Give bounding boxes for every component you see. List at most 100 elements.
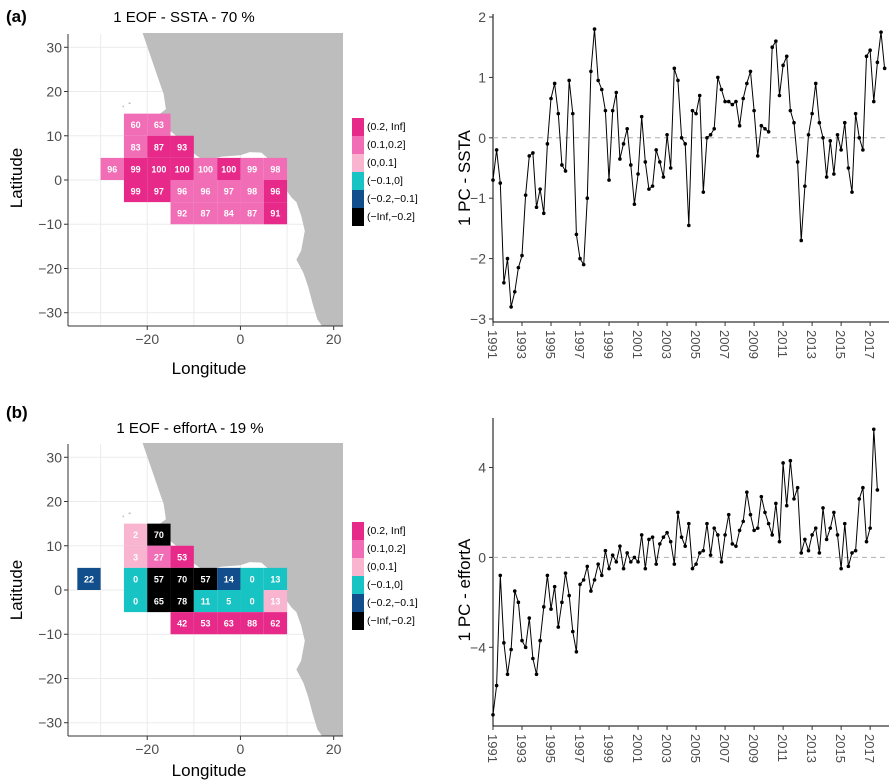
eof-cell-value: 53: [177, 552, 187, 562]
pc-data-point: [803, 537, 807, 542]
pc-x-tick-label: 1991: [485, 330, 500, 359]
map-y-tick-label: 30: [46, 39, 62, 55]
pc-data-point: [505, 256, 510, 261]
pc-data-point: [512, 290, 517, 294]
pc-data-point: [795, 160, 800, 164]
legend-label: (−Inf,−0.2]: [367, 615, 415, 627]
pc-data-point: [882, 66, 887, 71]
pc-data-point: [730, 102, 735, 107]
pc-data-point: [690, 566, 695, 571]
eof-cell-value: 99: [131, 187, 141, 197]
pc-data-point: [661, 175, 666, 179]
map-y-tick-label: 0: [54, 172, 62, 188]
eof-grid-cell: [217, 157, 241, 180]
eof-grid-cell: [263, 180, 288, 203]
pc-data-point: [585, 564, 590, 569]
pc-data-point: [654, 148, 658, 152]
pc-data-point: [603, 108, 608, 113]
pc-x-tick-label: 2017: [862, 734, 877, 763]
pc-x-tick-label: 1997: [572, 734, 587, 763]
pc-data-point: [549, 607, 553, 611]
eof-grid-cell: [263, 157, 288, 180]
pc-data-point: [668, 166, 673, 170]
eof-grid-cell: [217, 612, 241, 635]
pc-data-point: [853, 111, 858, 116]
map-y-tick-label: 10: [46, 538, 62, 554]
legend-label: (−Inf,−0.2]: [367, 211, 415, 223]
eof-grid-cell: [170, 202, 194, 225]
eof-cell-value: 13: [270, 597, 280, 607]
panel-b: (b) 1 EOF - effortA - 19 % Longitude Lat…: [6, 403, 889, 780]
eof-cell-value: 65: [154, 597, 164, 607]
pc-data-point: [498, 181, 503, 185]
pc-data-point: [748, 69, 753, 74]
eof-cell-value: 22: [84, 574, 94, 584]
pc-data-point: [770, 533, 775, 537]
legend-key: [352, 522, 364, 540]
eof-cell-value: 96: [177, 187, 187, 197]
pc-data-point: [516, 600, 521, 605]
pc-data-point: [828, 139, 833, 143]
pc-data-point: [726, 99, 731, 104]
pc-data-point: [788, 108, 793, 113]
eof-cell-value: 100: [151, 164, 166, 174]
pc-y-tick-label: 1: [478, 69, 486, 85]
eof-cell-value: 98: [247, 187, 257, 197]
pc-data-point: [853, 548, 858, 553]
pc-data-point: [730, 542, 735, 546]
map-xlabel: Longitude: [172, 359, 247, 378]
pc-data-point: [632, 202, 637, 207]
eof-cell-value: 100: [175, 164, 190, 174]
map-x-tick-label: 0: [237, 741, 245, 757]
pc-data-point: [592, 27, 597, 31]
pc-data-point: [687, 521, 691, 526]
eof-grid-cell: [240, 157, 264, 180]
pc-data-point: [599, 87, 604, 92]
map-y-tick-label: 20: [46, 494, 62, 510]
pc-y-tick-label: 0: [478, 130, 486, 146]
map-x-tick-label: 20: [326, 331, 342, 347]
eof-cell-value: 63: [224, 619, 234, 629]
pc-data-point: [683, 544, 687, 548]
pc-data-point: [712, 526, 717, 530]
pc-x-tick-label: 1995: [543, 330, 558, 359]
eof-grid-cell: [123, 545, 148, 568]
pc-data-point: [850, 190, 854, 194]
pc-data-point: [792, 497, 796, 501]
pc-data-point: [694, 111, 698, 116]
eof-cell-value: 78: [177, 597, 187, 607]
pc-data-point: [875, 60, 880, 65]
pc-data-point: [871, 99, 876, 104]
pc-data-point: [618, 157, 622, 161]
pc-data-point: [846, 166, 851, 170]
eof-cell-value: 42: [177, 619, 187, 629]
pc-data-point: [774, 39, 778, 43]
pc-data-point: [629, 560, 633, 564]
pc-data-point: [835, 533, 840, 537]
pc-data-point: [755, 154, 760, 158]
pc-data-point: [842, 120, 847, 125]
pc-data-point: [697, 93, 702, 98]
pc-data-point: [658, 160, 662, 164]
map-x-tick-label: 20: [326, 741, 342, 757]
eof-grid-cell: [123, 180, 148, 203]
pc-data-point: [687, 223, 691, 228]
map-title: 1 EOF - SSTA - 70 %: [113, 9, 254, 26]
pc-data-point: [734, 99, 738, 104]
pc-data-point: [752, 108, 756, 113]
pc-y-tick-label: −3: [470, 311, 486, 327]
pc-data-point: [766, 521, 771, 526]
pc-data-point: [574, 650, 579, 654]
pc-data-point: [596, 562, 600, 566]
eof-cell-value: 93: [177, 142, 187, 152]
eof-cell-value: 99: [131, 164, 141, 174]
pc-data-point: [549, 96, 553, 101]
eof-grid-cell: [123, 523, 148, 546]
map-y-tick-label: −30: [38, 305, 62, 321]
eof-cell-value: 91: [270, 209, 280, 219]
eof-cell-value: 57: [200, 574, 210, 584]
eof-grid-cell: [123, 590, 148, 613]
map-y-tick-label: 30: [46, 449, 62, 465]
pc-y-tick-label: 4: [478, 459, 486, 475]
pc-data-point: [632, 555, 637, 560]
